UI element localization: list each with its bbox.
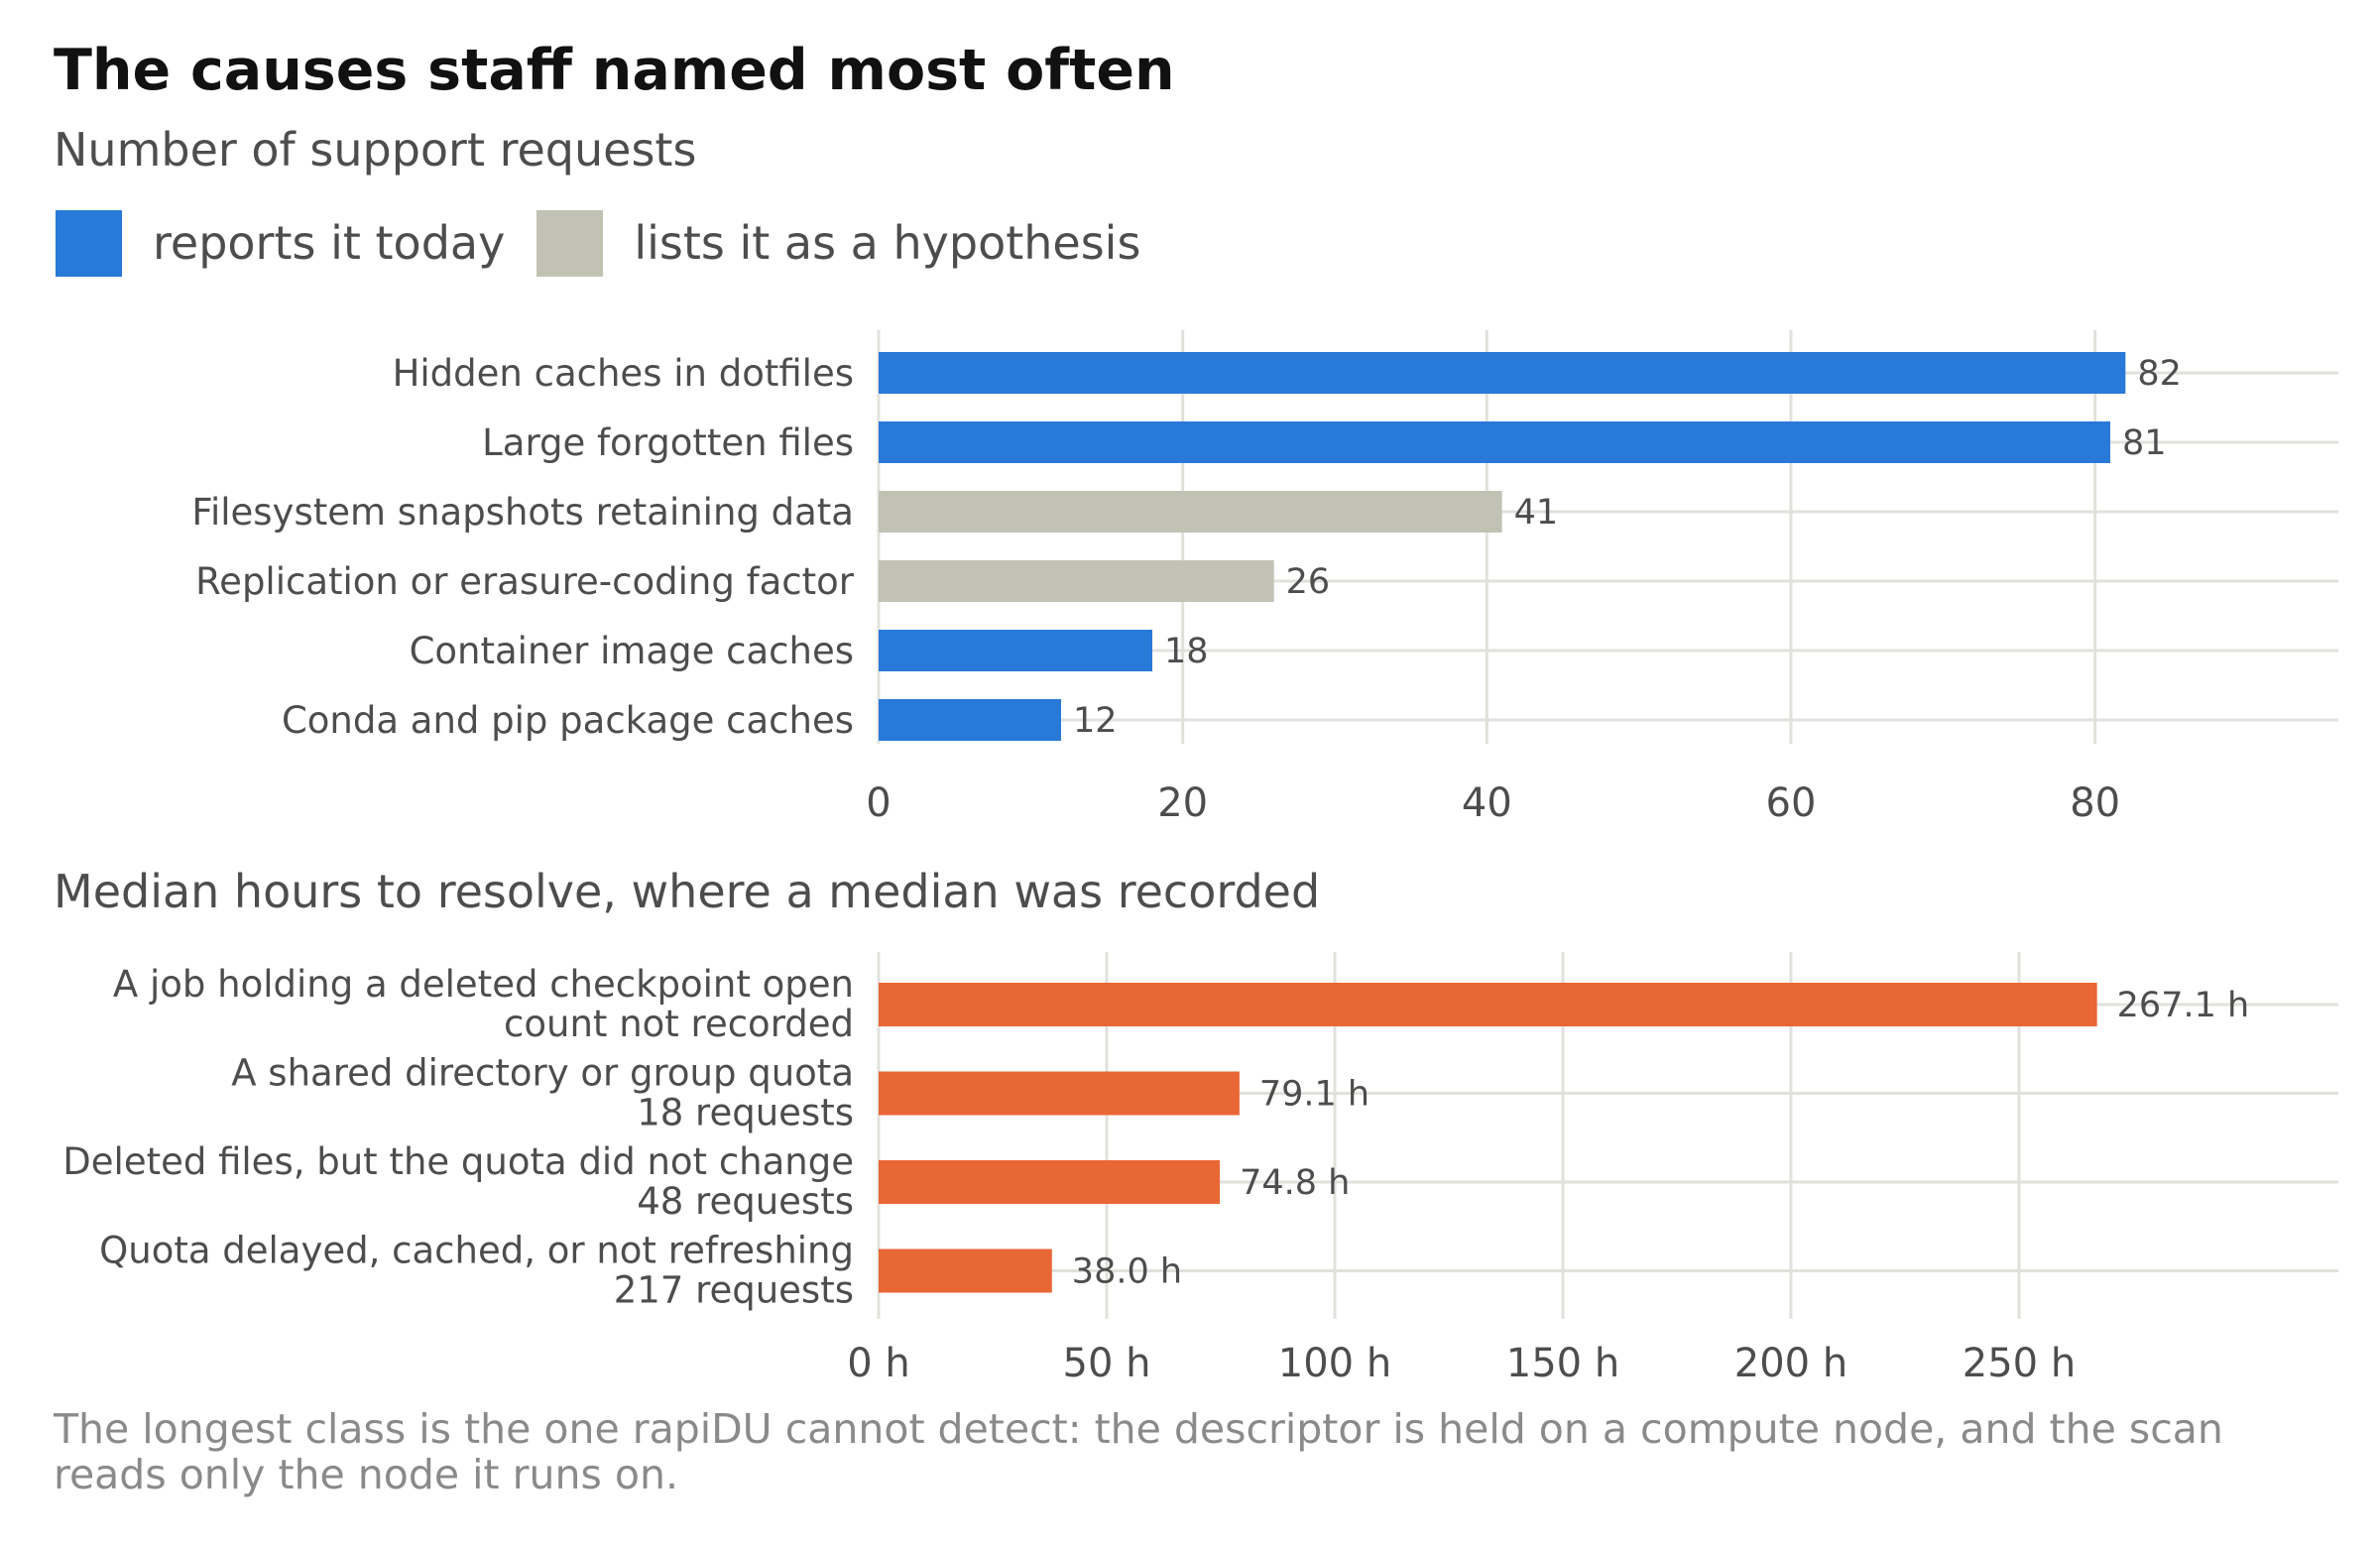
value-label: 79.1 h: [1259, 1075, 1369, 1115]
x-tick-label: 0 h: [847, 1341, 910, 1386]
requests-bar-chart: 0 20 40 60 80 82 Hidden caches in dotfiles 81 La…: [191, 330, 2338, 826]
x-tick-label: 200 h: [1734, 1341, 1847, 1386]
value-label: 18: [1164, 632, 1209, 671]
value-label: 12: [1073, 701, 1118, 741]
value-label: 74.8 h: [1240, 1163, 1350, 1203]
category-label: Filesystem snapshots retaining data: [191, 491, 854, 534]
x-tick-label: 100 h: [1278, 1341, 1391, 1386]
x-tick-label: 40: [1462, 780, 1512, 826]
x-tick-label: 60: [1766, 780, 1817, 826]
category-label: Container image caches: [410, 630, 854, 672]
bar: [879, 352, 2126, 394]
category-label-line: 48 requests: [637, 1180, 854, 1223]
chart-title: The causes staff named most often: [54, 38, 1175, 103]
category-label: Quota delayed, cached, or not refreshing…: [99, 1230, 854, 1312]
value-label: 81: [2122, 423, 2167, 463]
category-label-line: 217 requests: [614, 1269, 854, 1312]
category-label: Conda and pip package caches: [282, 699, 854, 742]
resolve-hours-bar-chart: 0 h 50 h 100 h 150 h 200 h 250 h 267.1 h A job …: [62, 952, 2338, 1386]
value-label: 82: [2137, 354, 2182, 394]
category-label: Large forgotten files: [482, 421, 854, 464]
legend: reports it today lists it as a hypothesi…: [56, 208, 1172, 278]
panel2-subtitle: Median hours to resolve, where a median …: [54, 865, 1321, 918]
category-label: Replication or erasure-coding factor: [195, 560, 855, 603]
legend-swatch-reports: [56, 209, 122, 277]
x-tick-label: 0: [866, 780, 891, 826]
x-tick-label: 20: [1157, 780, 1208, 826]
legend-item-reports: reports it today: [56, 209, 506, 277]
category-label-line: Quota delayed, cached, or not refreshing: [99, 1230, 854, 1272]
legend-label-hypothesis: lists it as a hypothesis: [634, 216, 1141, 270]
x-tick-label: 250 h: [1963, 1341, 2076, 1386]
bar: [879, 1160, 1221, 1204]
category-label: Deleted files, but the quota did not cha…: [62, 1140, 854, 1223]
value-label: 267.1 h: [2117, 986, 2250, 1025]
x-tick-label: 150 h: [1506, 1341, 1619, 1386]
legend-item-hypothesis: lists it as a hypothesis: [536, 209, 1141, 277]
value-label: 38.0 h: [1072, 1252, 1182, 1292]
category-label: A job holding a deleted checkpoint open c…: [113, 963, 854, 1045]
bar: [879, 1249, 1052, 1293]
panel1-subtitle: Number of support requests: [54, 123, 697, 177]
bar: [879, 630, 1152, 671]
bar: [879, 983, 2097, 1026]
legend-label-reports: reports it today: [153, 216, 506, 270]
bar: [879, 421, 2110, 463]
bar: [879, 560, 1274, 602]
value-label: 41: [1514, 493, 1559, 533]
x-tick-label: 50 h: [1063, 1341, 1151, 1386]
footnote: The longest class is the one rapiDU cann…: [54, 1405, 2223, 1498]
category-label-line: A shared directory or group quota: [231, 1052, 854, 1095]
category-label-line: Deleted files, but the quota did not cha…: [62, 1140, 854, 1183]
category-label-line: A job holding a deleted checkpoint open: [113, 963, 854, 1006]
bar: [879, 491, 1502, 533]
category-label-line: count not recorded: [504, 1003, 854, 1045]
x-tick-label: 80: [2070, 780, 2120, 826]
category-label: A shared directory or group quota 18 requ…: [231, 1052, 854, 1134]
legend-swatch-hypothesis: [536, 209, 604, 277]
category-label-line: 18 requests: [637, 1092, 854, 1134]
bar: [879, 1071, 1240, 1116]
value-label: 26: [1286, 562, 1331, 602]
category-label: Hidden caches in dotfiles: [393, 352, 854, 395]
bar: [879, 699, 1061, 741]
